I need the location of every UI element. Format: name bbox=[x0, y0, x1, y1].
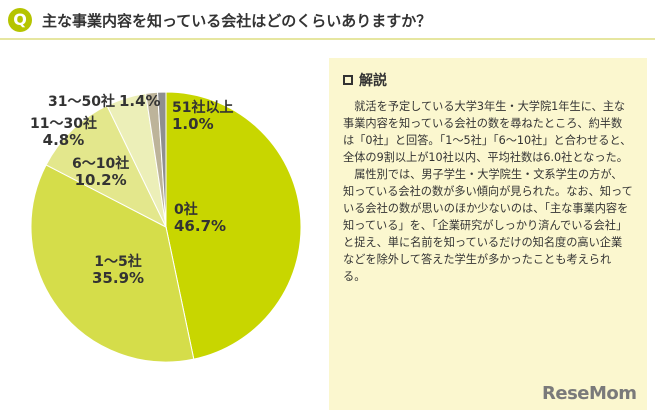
slice-value-5: 1.0% bbox=[172, 115, 214, 134]
slice-category-5: 51社以上 bbox=[172, 100, 234, 116]
pie-chart-svg bbox=[30, 91, 302, 363]
slice-category-4: 31〜50社 bbox=[48, 94, 115, 110]
slice-label-4: 31〜50社 1.4% bbox=[48, 92, 161, 110]
slice-category-3: 11〜30社 bbox=[30, 116, 97, 132]
explanation-heading-text: 解説 bbox=[359, 73, 387, 89]
slice-label-5: 51社以上 1.0% bbox=[172, 100, 233, 133]
slice-value-2: 10.2% bbox=[74, 171, 127, 190]
slice-value-0: 46.7% bbox=[174, 217, 227, 236]
pie-slice-0 bbox=[165, 91, 302, 360]
slice-value-4: 1.4% bbox=[118, 92, 161, 110]
slice-category-0: 0社 bbox=[174, 202, 198, 218]
explanation-paragraph-1: 就活を予定している大学3年生・大学院1年生に、主な事業内容を知っている会社の数を… bbox=[343, 100, 632, 164]
slice-label-1: 1〜5社 35.9% bbox=[92, 254, 144, 287]
slice-value-3: 4.8% bbox=[42, 131, 85, 150]
question-badge: Q bbox=[8, 8, 32, 32]
slice-label-0: 0社 46.7% bbox=[174, 202, 226, 235]
slice-category-1: 1〜5社 bbox=[94, 254, 142, 270]
pie-slice-5 bbox=[156, 91, 167, 228]
explanation-heading: 解説 bbox=[343, 70, 633, 90]
explanation-body: 就活を予定している大学3年生・大学院1年生に、主な事業内容を知っている会社の数を… bbox=[343, 98, 633, 285]
slice-category-2: 6〜10社 bbox=[72, 156, 130, 172]
pie-slice-2 bbox=[45, 104, 168, 229]
question-title: 主な事業内容を知っている会社はどのくらいありますか？ bbox=[42, 12, 432, 30]
explanation-panel: 解説 就活を予定している大学3年生・大学院1年生に、主な事業内容を知っている会社… bbox=[329, 58, 647, 410]
square-icon bbox=[343, 75, 353, 85]
question-header: Q 主な事業内容を知っている会社はどのくらいありますか？ bbox=[0, 0, 655, 40]
slice-value-1: 35.9% bbox=[92, 269, 145, 288]
pie-slice-1 bbox=[30, 164, 195, 363]
slice-label-2: 6〜10社 10.2% bbox=[72, 156, 129, 189]
pie-chart: 0社 46.7% 1〜5社 35.9% 6〜10社 10.2% 11〜30社 4… bbox=[6, 44, 324, 414]
explanation-paragraph-2: 属性別では、男子学生・大学院生・文系学生の方が、知っている会社の数が多い傾向が見… bbox=[343, 168, 633, 283]
slice-label-3: 11〜30社 4.8% bbox=[30, 116, 97, 149]
resemom-logo: ReseMom bbox=[542, 383, 637, 404]
